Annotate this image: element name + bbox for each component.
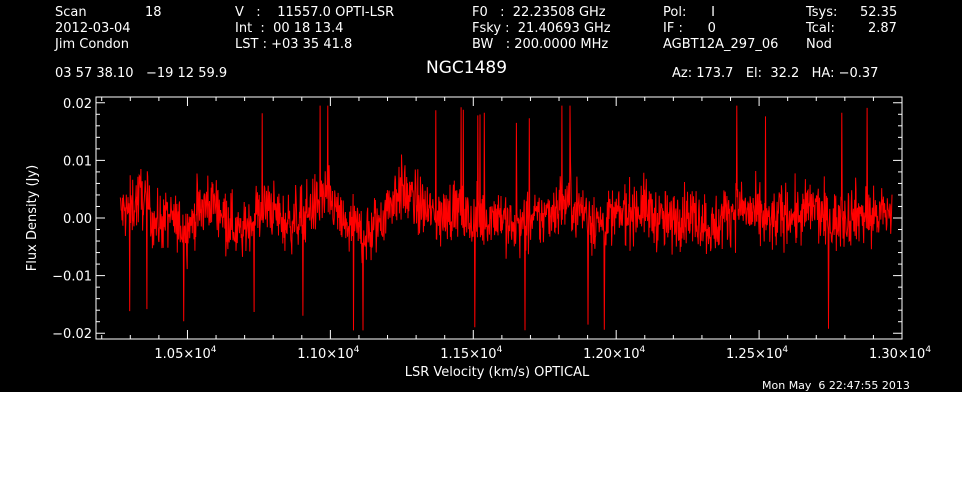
integration-info: Int : 00 18 13.4 — [235, 21, 344, 36]
obs-mode: Nod — [806, 37, 832, 52]
x-tick-label: 1.30×104 — [869, 345, 931, 362]
obs-date: 2012-03-04 — [55, 21, 131, 36]
rest-frequency: F0 : 22.23508 GHz — [472, 5, 606, 20]
x-tick-label: 1.10×104 — [297, 345, 359, 362]
y-tick-label: −0.01 — [52, 270, 92, 285]
x-tick-label: 1.15×104 — [440, 345, 502, 362]
source-name: NGC1489 — [426, 58, 508, 78]
x-tick-label: 1.20×104 — [583, 345, 645, 362]
bandwidth: BW : 200.0000 MHz — [472, 37, 609, 52]
project-id: AGBT12A_297_06 — [663, 37, 779, 52]
lst-info: LST : +03 35 41.8 — [235, 37, 353, 52]
plot-window: Scan 18 2012-03-04 Jim Condon V : 11557.… — [0, 0, 962, 392]
polarization: Pol: I — [663, 5, 715, 20]
if-number: IF : 0 — [663, 21, 716, 36]
spectrum-chart: 1.05×104 1.10×104 1.15×104 1.20×104 1.25×104… — [25, 96, 931, 380]
timestamp: Mon May 6 22:47:55 2013 — [762, 379, 910, 392]
y-tick-label: 0.01 — [63, 154, 92, 169]
tsys-label: Tsys: — [806, 5, 838, 20]
sky-frequency: Fsky : 21.40693 GHz — [472, 21, 611, 36]
scan-number: 18 — [145, 5, 162, 20]
pointing-info: Az: 173.7 El: 32.2 HA: −0.37 — [672, 66, 879, 81]
tcal-value: 2.87 — [868, 21, 897, 36]
spectrum-line — [119, 105, 893, 331]
source-coordinates: 03 57 38.10 −19 12 59.9 — [55, 66, 228, 81]
y-tick-label: 0.00 — [63, 212, 92, 227]
x-tick-label: 1.05×104 — [154, 345, 216, 362]
tcal-label: Tcal: — [806, 21, 835, 36]
y-tick-label: 0.02 — [63, 97, 92, 112]
scan-label: Scan — [55, 5, 87, 20]
x-tick-label: 1.25×104 — [726, 345, 788, 362]
tsys-value: 52.35 — [860, 5, 898, 20]
x-axis-label: LSR Velocity (km/s) OPTICAL — [405, 365, 590, 380]
observer-name: Jim Condon — [55, 37, 129, 52]
y-tick-label: −0.02 — [52, 327, 92, 342]
velocity-info: V : 11557.0 OPTI-LSR — [235, 5, 395, 20]
y-axis-label: Flux Density (Jy) — [25, 165, 40, 271]
